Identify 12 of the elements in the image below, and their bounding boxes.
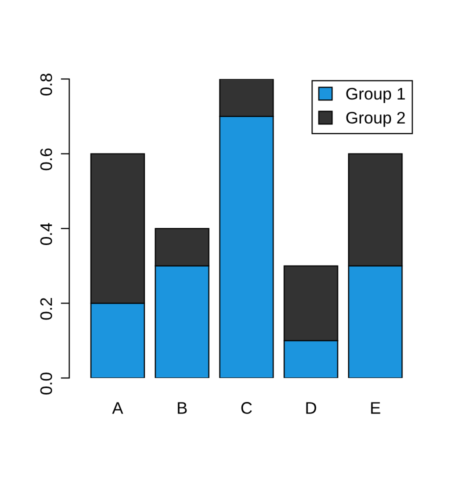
x-tick-label: D: [306, 402, 316, 414]
legend-label: Group 1: [346, 88, 405, 103]
y-tick-label: 0.8: [40, 74, 52, 96]
y-tick-label: 0.6: [40, 148, 52, 170]
y-tick-label: 0.0: [40, 372, 52, 394]
x-tick-label: B: [178, 402, 187, 414]
y-tick-label: 0.2: [40, 298, 52, 320]
y-tick-label: 0.4: [40, 222, 52, 245]
x-tick-label: E: [371, 402, 380, 414]
x-tick-label: A: [112, 402, 124, 414]
legend-label: Group 2: [346, 112, 405, 127]
x-tick-label: C: [241, 402, 252, 414]
